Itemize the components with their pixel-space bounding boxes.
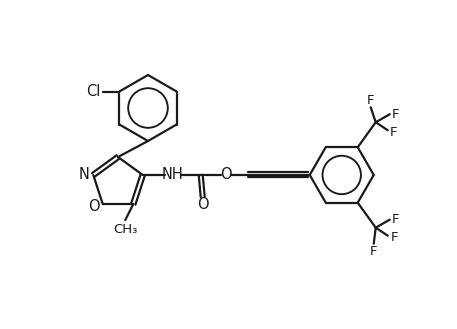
Text: F: F <box>392 108 399 121</box>
Text: F: F <box>370 245 377 258</box>
Text: F: F <box>391 231 399 244</box>
Text: O: O <box>197 197 208 213</box>
Text: F: F <box>392 213 399 226</box>
Text: O: O <box>88 198 100 214</box>
Text: F: F <box>390 126 398 139</box>
Text: Cl: Cl <box>86 84 101 99</box>
Text: CH₃: CH₃ <box>113 222 138 236</box>
Text: NH: NH <box>162 167 184 183</box>
Text: O: O <box>220 167 232 183</box>
Text: F: F <box>367 94 374 107</box>
Text: N: N <box>79 167 90 183</box>
